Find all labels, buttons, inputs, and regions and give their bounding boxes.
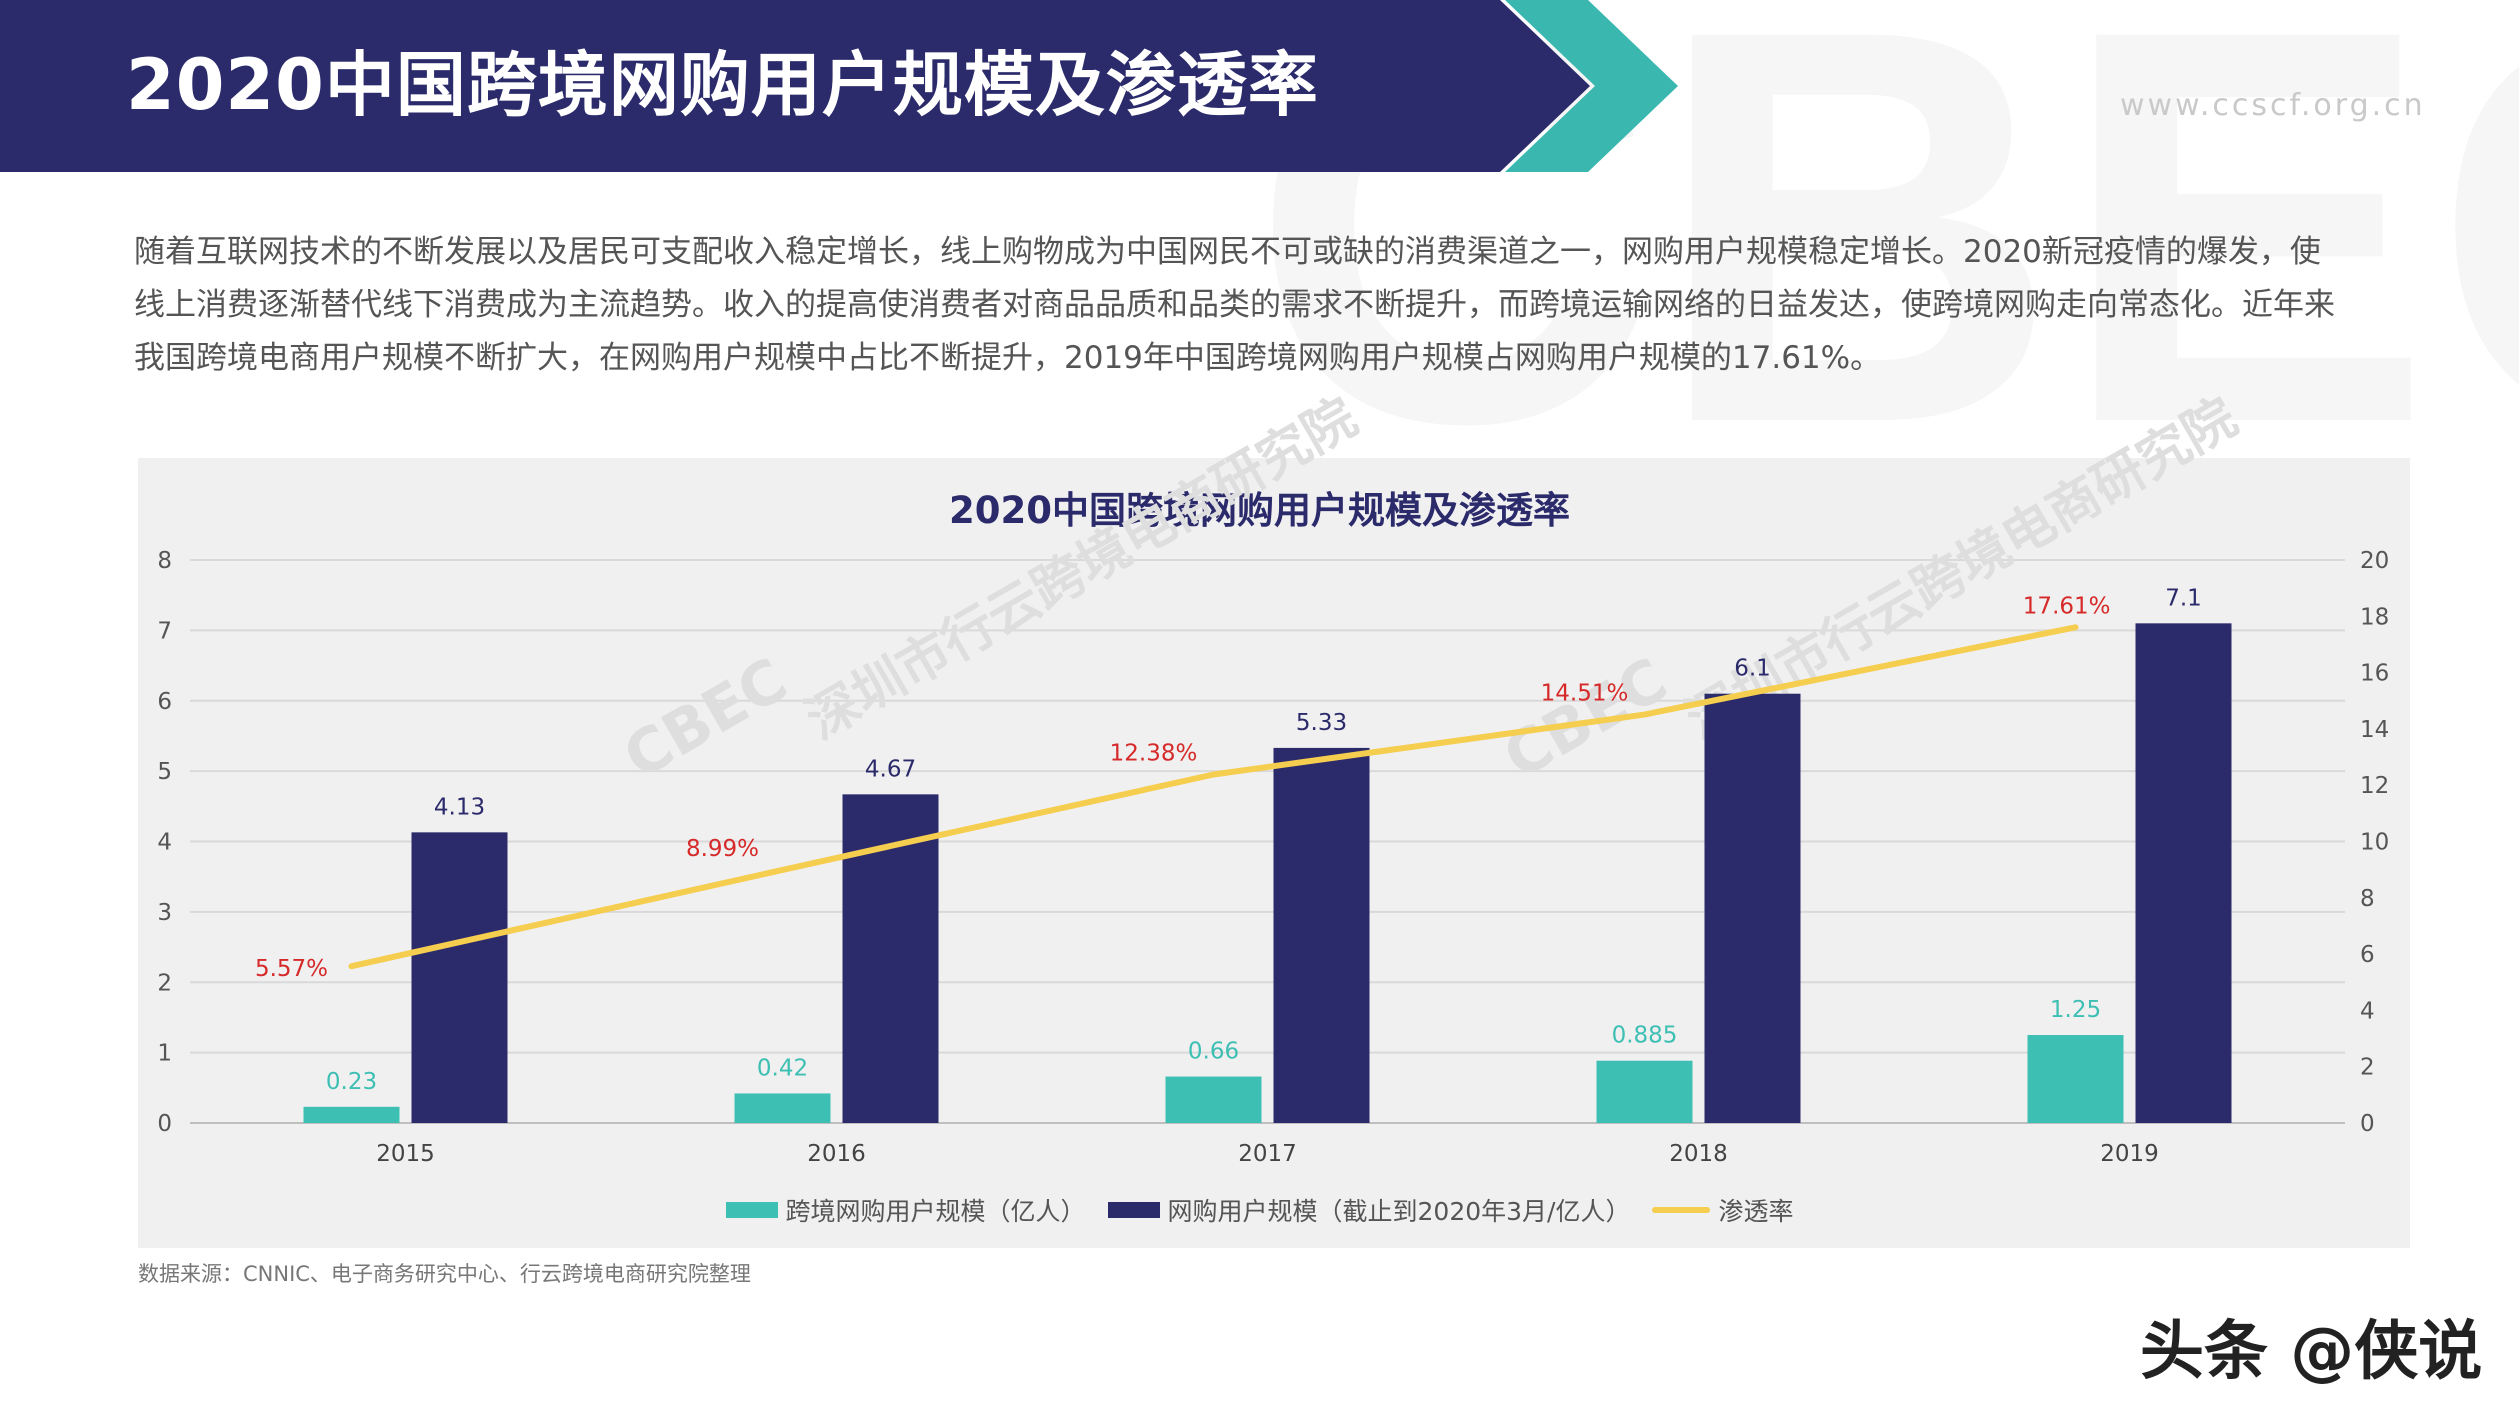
y-right-tick-label: 20 <box>2360 548 2389 574</box>
y-right-tick-label: 4 <box>2360 998 2375 1024</box>
y-right-tick-label: 2 <box>2360 1055 2375 1081</box>
legend-item-cross-border: 跨境网购用户规模（亿人） <box>725 1192 1086 1228</box>
legend-swatch <box>1652 1207 1711 1213</box>
data-label-online-shoppers: 7.1 <box>2165 585 2202 611</box>
line-penetration <box>348 624 2079 970</box>
y-right-tick-label: 14 <box>2360 717 2389 743</box>
bar-cross-border <box>1165 1076 1262 1123</box>
x-tick-label: 2018 <box>1669 1141 1728 1167</box>
legend-swatch <box>1107 1202 1160 1218</box>
y-right-tick-label: 16 <box>2360 661 2389 687</box>
y-right-tick-label: 8 <box>2360 886 2375 912</box>
bar-online-shoppers <box>411 832 508 1123</box>
website-url: www.ccscf.org.cn <box>2120 88 2426 123</box>
bar-online-shoppers <box>842 794 939 1123</box>
data-label-cross-border: 0.23 <box>326 1069 377 1095</box>
y-left-tick-label: 8 <box>157 548 172 574</box>
y-left-tick-label: 4 <box>157 830 172 856</box>
y-right-tick-label: 0 <box>2360 1111 2375 1137</box>
x-tick-label: 2016 <box>807 1141 866 1167</box>
y-left-tick-label: 6 <box>157 689 172 715</box>
y-left-tick-label: 5 <box>157 759 172 785</box>
data-label-cross-border: 0.66 <box>1188 1039 1239 1065</box>
bar-online-shoppers <box>1273 747 1370 1123</box>
bar-online-shoppers <box>1704 693 1801 1123</box>
intro-line: 随着互联网技术的不断发展以及居民可支配收入稳定增长，线上购物成为中国网民不可或缺… <box>134 234 2321 270</box>
data-label-penetration: 12.38% <box>1110 741 1198 767</box>
y-right-tick-label: 6 <box>2360 942 2375 968</box>
data-label-online-shoppers: 4.13 <box>434 794 485 820</box>
y-left-tick-label: 0 <box>157 1111 172 1137</box>
data-label-online-shoppers: 5.33 <box>1296 710 1347 736</box>
legend-label: 网购用户规模（截止到2020年3月/亿人） <box>1167 1197 1631 1226</box>
bar-cross-border <box>2027 1035 2124 1123</box>
x-tick-label: 2017 <box>1238 1141 1297 1167</box>
footer-brand: 头条 @侠说 <box>2140 1315 2483 1389</box>
x-tick-label: 2015 <box>376 1141 435 1167</box>
data-label-cross-border: 1.25 <box>2050 997 2101 1023</box>
legend-label: 渗透率 <box>1718 1197 1794 1226</box>
legend-swatch <box>725 1202 778 1218</box>
y-left-tick-label: 7 <box>157 618 172 644</box>
data-label-penetration: 14.51% <box>1541 681 1629 707</box>
x-tick-label: 2019 <box>2100 1141 2159 1167</box>
data-label-online-shoppers: 6.1 <box>1734 656 1771 682</box>
intro-line: 线上消费逐渐替代线下消费成为主流趋势。收入的提高使消费者对商品品质和品类的需求不… <box>134 287 2335 323</box>
page-title: 2020中国跨境网购用户规模及渗透率 <box>126 44 1319 126</box>
legend-label: 跨境网购用户规模（亿人） <box>785 1197 1086 1226</box>
legend-item-online-shoppers: 网购用户规模（截止到2020年3月/亿人） <box>1107 1192 1631 1228</box>
watermark-text: 深圳市行云跨境电商研究院 <box>797 387 1367 751</box>
data-label-cross-border: 0.42 <box>757 1055 808 1081</box>
y-left-tick-label: 3 <box>157 900 172 926</box>
bar-cross-border <box>303 1106 400 1123</box>
data-label-cross-border: 0.885 <box>1612 1023 1678 1049</box>
data-label-penetration: 8.99% <box>686 836 759 862</box>
bar-cross-border <box>1596 1060 1693 1123</box>
y-right-tick-label: 10 <box>2360 830 2389 856</box>
data-label-penetration: 17.61% <box>2023 593 2111 619</box>
y-left-tick-label: 2 <box>157 970 172 996</box>
data-source-note: 数据来源：CNNIC、电子商务研究中心、行云跨境电商研究院整理 <box>138 1262 751 1286</box>
chart-legend: 跨境网购用户规模（亿人） 网购用户规模（截止到2020年3月/亿人） 渗透率 <box>0 1190 2519 1230</box>
intro-paragraph: 随着互联网技术的不断发展以及居民可支配收入稳定增长，线上购物成为中国网民不可或缺… <box>134 226 2394 385</box>
intro-line: 我国跨境电商用户规模不断扩大，在网购用户规模中占比不断提升，2019年中国跨境网… <box>134 340 1882 376</box>
y-right-tick-label: 18 <box>2360 604 2389 630</box>
data-label-penetration: 5.57% <box>255 956 328 982</box>
y-left-tick-label: 1 <box>157 1041 172 1067</box>
data-label-online-shoppers: 4.67 <box>865 756 916 782</box>
bar-online-shoppers <box>2135 623 2232 1123</box>
bar-cross-border <box>734 1093 831 1123</box>
legend-item-penetration: 渗透率 <box>1652 1192 1793 1228</box>
header-band <box>0 0 1678 172</box>
y-right-tick-label: 12 <box>2360 773 2389 799</box>
chart-title: 2020中国跨境网购用户规模及渗透率 <box>949 489 1570 532</box>
